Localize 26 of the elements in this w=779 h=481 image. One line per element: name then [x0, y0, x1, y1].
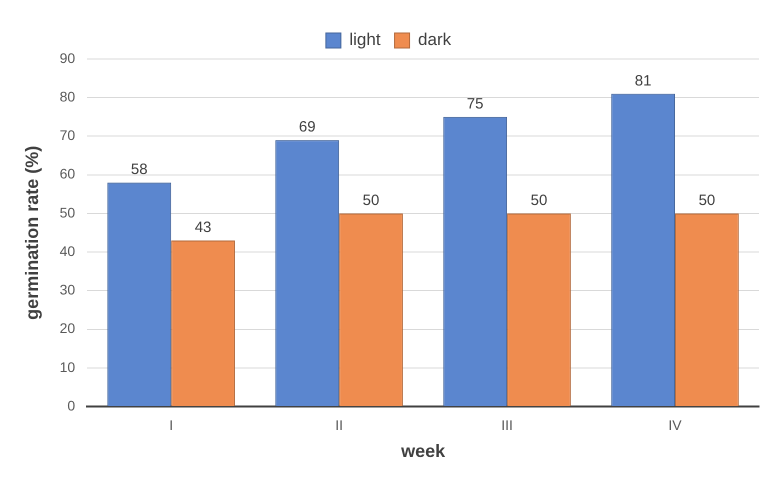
data-label: 81 [634, 72, 652, 90]
y-tick-label: 0 [67, 397, 76, 414]
x-tick-label: I [169, 416, 174, 433]
data-label: 50 [698, 192, 716, 210]
data-label: 43 [194, 219, 212, 236]
x-axis-title: week [400, 441, 446, 462]
y-tick-label: 10 [60, 358, 76, 375]
x-tick-label: II [335, 416, 343, 433]
x-tick-label: III [501, 416, 513, 433]
data-label: 69 [298, 118, 316, 136]
x-tick-label: IV [668, 416, 682, 433]
data-label: 50 [530, 192, 548, 210]
y-tick-label: 60 [60, 166, 76, 182]
y-tick-label: 30 [60, 282, 76, 298]
data-label: 50 [362, 192, 380, 210]
data-label: 75 [466, 96, 484, 113]
y-axis-title: germination rate (%) [22, 146, 42, 320]
y-tick-label: 90 [60, 50, 76, 66]
legend-label: dark [418, 30, 452, 50]
y-tick-label: 70 [60, 127, 76, 144]
data-label: 58 [130, 161, 148, 178]
legend-label: light [349, 30, 381, 50]
y-tick-label: 40 [60, 242, 76, 259]
y-tick-label: 20 [60, 320, 76, 336]
y-tick-label: 80 [60, 88, 76, 104]
y-tick-label: 50 [60, 204, 76, 220]
